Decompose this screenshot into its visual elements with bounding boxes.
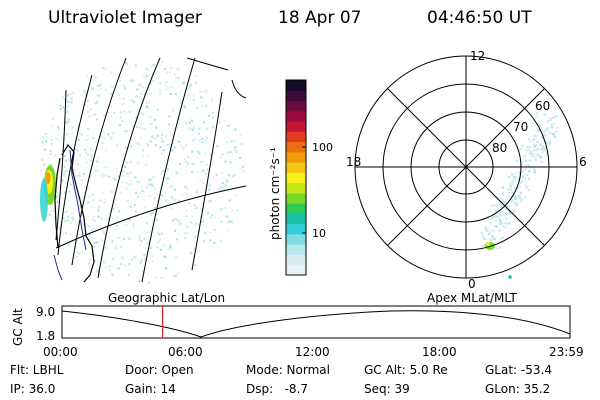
seq-label: Seq: 39	[364, 382, 410, 396]
timeline: Geographic Lat/Lon Apex MLat/MLT 9.0 1.8…	[11, 291, 584, 359]
colorbar-segment	[286, 182, 306, 194]
y-tick-1.8: 1.8	[36, 329, 55, 343]
coastline	[54, 143, 95, 283]
colorbar-segment	[286, 100, 306, 112]
colorbar-tick-10: 10	[312, 227, 326, 240]
date: 18 Apr 07	[278, 8, 362, 28]
mlt-label-18: 18	[346, 155, 361, 169]
geo-grid-lines	[55, 57, 247, 283]
geo-map	[40, 57, 247, 284]
lat-label-70: 70	[513, 120, 528, 134]
mode-label: Mode: Normal	[246, 363, 330, 377]
colorbar-tick-100: 100	[312, 141, 333, 154]
title: Ultraviolet Imager	[48, 8, 202, 28]
colorbar-unit-label: photon cm⁻²s⁻¹	[268, 147, 282, 240]
gc-alt-label: GC Alt: 5.0 Re	[364, 363, 448, 377]
geo-emission-speckle	[40, 60, 245, 284]
mlt-label-12: 12	[470, 49, 485, 63]
polar-plot: 12 18 6 0 60 70 80	[346, 49, 587, 291]
mlt-label-0: 0	[468, 277, 476, 291]
colorbar-segment	[286, 121, 306, 132]
colorbar-segment	[286, 203, 306, 214]
colorbar-segment	[286, 244, 306, 255]
colorbar-segment	[286, 213, 306, 225]
x-tick-1800: 18:00	[422, 345, 457, 359]
lat-label-60: 60	[535, 99, 550, 113]
x-tick-0000: 00:00	[43, 345, 78, 359]
colorbar-segment	[286, 110, 306, 122]
lat-label-80: 80	[492, 141, 507, 155]
colorbar-segment	[286, 223, 306, 235]
ip-label: IP: 36.0	[10, 382, 56, 396]
gain-label: Gain: 14	[125, 382, 176, 396]
mlt-label-6: 6	[579, 155, 587, 169]
polar-plot-label: Apex MLat/MLT	[427, 291, 517, 305]
geo-auroral-emission	[40, 165, 56, 222]
colorbar-segment	[286, 90, 306, 102]
glon-label: GLon: 35.2	[485, 382, 551, 396]
dsp-label: Dsp: -8.7	[246, 382, 309, 396]
x-tick-1200: 12:00	[295, 345, 330, 359]
colorbar-segment	[286, 172, 306, 184]
colorbar-segment	[286, 141, 306, 153]
colorbar-segment	[286, 80, 306, 91]
colorbar: 100 10 photon cm⁻²s⁻¹	[268, 79, 333, 276]
glat-label: GLat: -53.4	[485, 363, 552, 377]
door-label: Door: Open	[125, 363, 194, 377]
filter-label: Flt: LBHL	[10, 363, 64, 377]
colorbar-segment	[286, 162, 306, 173]
colorbar-segment	[286, 192, 306, 204]
y-tick-9: 9.0	[36, 305, 55, 319]
x-tick-2359: 23:59	[549, 345, 584, 359]
colorbar-segment	[286, 131, 306, 143]
geo-map-label: Geographic Lat/Lon	[108, 291, 225, 305]
time: 04:46:50 UT	[427, 8, 532, 28]
colorbar-segment	[286, 151, 306, 163]
colorbar-segment	[286, 254, 306, 266]
colorbar-segment	[286, 264, 306, 276]
x-tick-0600: 06:00	[168, 345, 203, 359]
y-axis-title: GC Alt	[11, 308, 25, 346]
colorbar-segment	[286, 233, 306, 245]
polar-emission-speckle	[480, 112, 559, 249]
